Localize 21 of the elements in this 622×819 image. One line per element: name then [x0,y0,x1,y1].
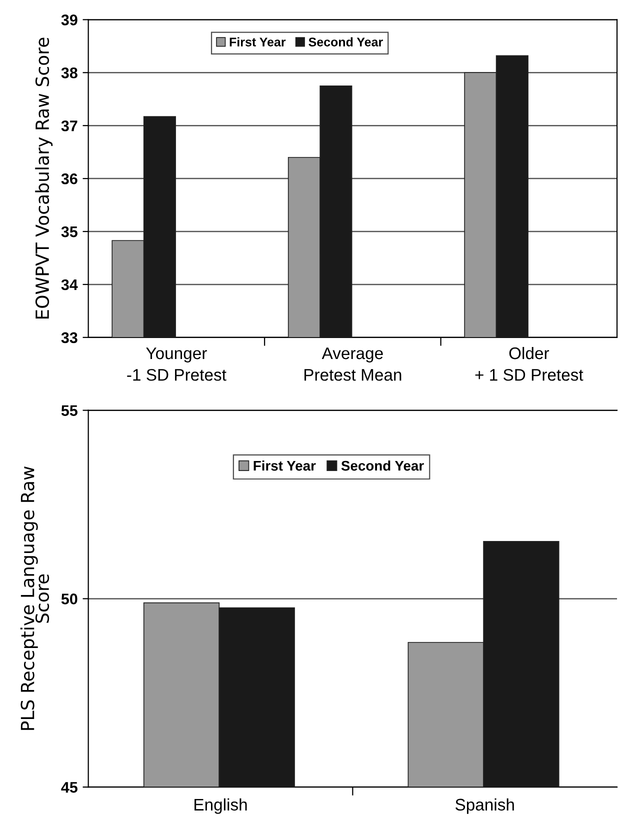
y-tick-label: 34 [61,279,78,290]
legend-label: First Year [254,460,316,471]
y-tick-label: 33 [61,332,78,344]
y-tick-label: 50 [61,594,78,604]
x-tick-label: Older + 1 SD Pretest [475,346,584,381]
legend-label: Second Year [308,37,383,46]
y-axis-title: EOWPVT Vocabulary Raw Score [35,38,53,319]
x-tick-label: Younger -1 SD Pretest [127,348,226,381]
y-tick-label: 35 [61,226,78,238]
y-tick-label: 55 [61,405,78,416]
y-tick-label: 36 [61,173,78,184]
y-tick-label: 45 [61,782,78,793]
y-tick-label: 37 [61,120,78,132]
x-tick-label: Average Pretest Mean [304,348,402,381]
x-tick-label: Spanish [455,798,514,814]
legend-label: Second Year [341,460,424,471]
y-axis-title: PLS Receptive Language Raw Score [20,466,50,730]
x-tick-label: English [194,798,247,814]
y-tick-label: 38 [61,67,78,78]
y-tick-label: 39 [61,14,78,26]
legend-label: First Year [230,37,286,46]
